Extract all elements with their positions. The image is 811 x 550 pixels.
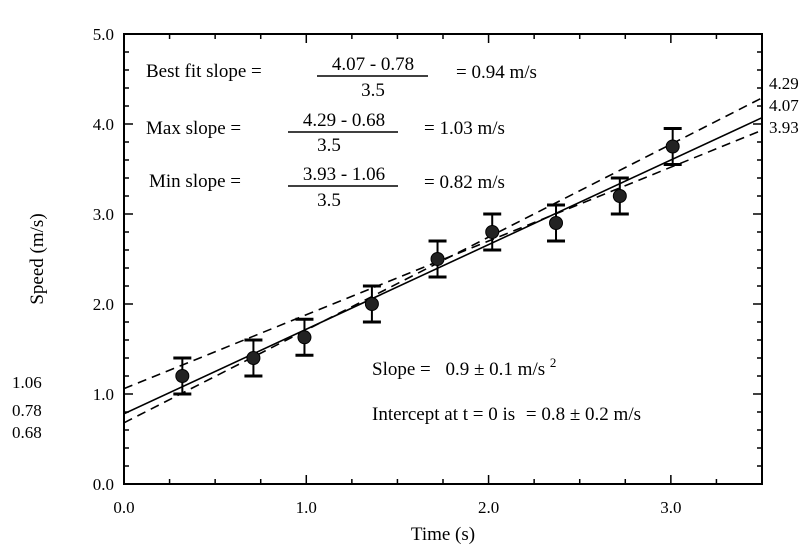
data-point (665, 139, 680, 154)
slope-summary: Slope = 0.9 ± 0.1 m/s 2 (372, 355, 556, 380)
max-slope-denominator: 3.5 (317, 135, 341, 156)
data-point (246, 351, 261, 365)
data-point (612, 189, 627, 203)
tick-labels: 0.0 1.0 2.0 3.0 0.0 1.0 2.0 3.0 4.0 5.0 (93, 25, 682, 517)
y-tick-label: 3.0 (93, 205, 114, 224)
data-point (485, 225, 500, 239)
data-point (175, 369, 190, 383)
x-tick-label: 2.0 (478, 498, 499, 517)
best-fit-denominator: 3.5 (361, 80, 385, 101)
x-axis-title: Time (s) (411, 524, 475, 545)
slope-summary-exponent: 2 (550, 355, 557, 370)
max-slope-numerator: 4.29 - 0.68 (303, 110, 385, 131)
max-slope-result: = 1.03 m/s (424, 118, 505, 139)
data-points (175, 139, 680, 383)
y-tick-label: 1.0 (93, 385, 114, 404)
right-label-2: 4.07 (769, 96, 799, 115)
min-slope-numerator: 3.93 - 1.06 (303, 164, 385, 185)
best-fit-line (123, 116, 763, 415)
left-label-2: 0.78 (12, 401, 42, 420)
intercept-summary-label: Intercept at t = 0 is (372, 404, 515, 425)
intercept-summary-value: = 0.8 ± 0.2 m/s (526, 404, 641, 425)
y-tick-label: 0.0 (93, 475, 114, 494)
y-tick-label: 4.0 (93, 115, 114, 134)
best-fit-label: Best fit slope = (146, 61, 262, 82)
data-point (297, 330, 312, 345)
dashed-fit-line (123, 129, 763, 390)
slope-summary-label: Slope = (372, 359, 431, 380)
axis-ticks (123, 33, 763, 485)
y-tick-label: 5.0 (93, 25, 114, 44)
best-fit-result: = 0.94 m/s (456, 62, 537, 83)
data-point (430, 252, 445, 266)
min-slope-denominator: 3.5 (317, 190, 341, 211)
x-tick-label: 1.0 (296, 498, 317, 517)
right-label-1: 4.29 (769, 74, 799, 93)
right-label-3: 3.93 (769, 118, 799, 137)
fit-lines (123, 97, 763, 424)
y-axis-title: Speed (m/s) (27, 213, 48, 304)
y-tick-label: 2.0 (93, 295, 114, 314)
best-fit-numerator: 4.07 - 0.78 (332, 54, 414, 75)
min-slope-label: Min slope = (149, 171, 241, 192)
slope-summary-value: 0.9 ± 0.1 m/s (446, 359, 546, 380)
max-slope-label: Max slope = (146, 118, 241, 139)
data-point (364, 297, 379, 311)
intercept-summary: Intercept at t = 0 is = 0.8 ± 0.2 m/s (372, 404, 641, 425)
left-label-3: 0.68 (12, 423, 42, 442)
x-tick-label: 0.0 (113, 498, 134, 517)
data-point (549, 216, 564, 230)
min-slope-result: = 0.82 m/s (424, 172, 505, 193)
x-tick-label: 3.0 (660, 498, 681, 517)
left-label-1: 1.06 (12, 373, 42, 392)
